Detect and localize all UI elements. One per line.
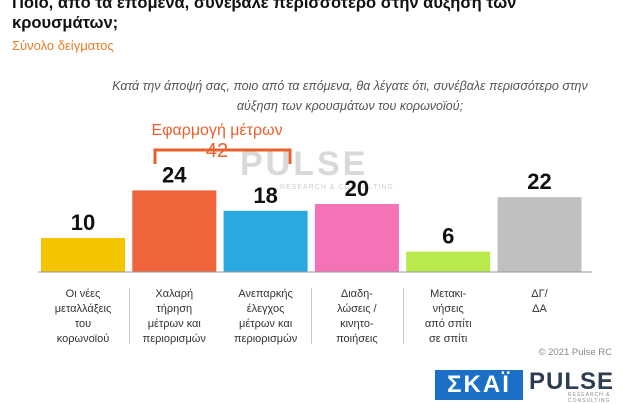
category-label-line: του — [74, 318, 92, 330]
category-label-line: μεταλλάξεις — [54, 303, 112, 315]
bar-5 — [406, 251, 491, 272]
category-label-line: Μετακι- — [430, 288, 467, 300]
category-label-line: ΔΓ/ — [531, 288, 548, 300]
bar-1 — [41, 238, 125, 272]
category-label-1: Οι νέες μεταλλάξεις του κορωνοϊού — [33, 287, 133, 347]
category-label-line: κινητο- — [340, 318, 374, 330]
category-label-4: Διαδη-λώσεις / κινητο-ποιήσεις — [307, 287, 407, 347]
category-label-line: ποιήσεις — [336, 333, 378, 345]
group-label: Εφαρμογή μέτρων — [151, 122, 283, 139]
bar-value-label-1: 10 — [71, 210, 95, 235]
category-label-line: Ανεπαρκής — [238, 288, 293, 300]
category-label-3: Ανεπαρκής έλεγχος μέτρων και περιορισμών — [216, 287, 316, 347]
category-label-line: μέτρων και — [239, 318, 293, 330]
survey-question: Κατά την άποψή σας, ποιο από τα επόμενα,… — [112, 79, 588, 113]
chart-subtitle: Σύνολο δείγματος — [12, 38, 114, 53]
category-label-line: Διαδη- — [340, 288, 373, 300]
bar-value-label-4: 20 — [345, 176, 369, 201]
category-label-line: περιορισμών — [233, 333, 298, 345]
category-label-line: τήρηση — [156, 303, 193, 315]
category-label-line: από σπίτι — [424, 318, 472, 330]
category-label-line: λώσεις / — [337, 303, 377, 315]
pulse-logo-tagline: RESEARCH & CONSULTING — [568, 392, 611, 404]
bar-2 — [132, 190, 217, 272]
group-value: 42 — [205, 140, 229, 162]
copyright: © 2021 Pulse RC — [538, 347, 612, 358]
category-separator — [402, 288, 404, 344]
chart-title: Ποιο, από τα επόμενα, συνέβαλε περισσότε… — [12, 0, 517, 32]
group-bracket — [153, 148, 292, 164]
category-label-line: ΔΑ — [532, 303, 547, 315]
bar-6 — [497, 197, 582, 272]
skai-logo: ΣΚΑΪ — [435, 370, 523, 400]
category-label-line: Οι νέες — [65, 288, 101, 300]
category-label-line: έλεγχος — [246, 303, 285, 315]
category-label-line: Χαλαρή — [155, 288, 194, 300]
category-label-6: ΔΓ/ΔΑ — [490, 287, 590, 317]
bar-value-label-5: 6 — [442, 224, 454, 249]
pulse-logo: PULSE — [529, 368, 615, 395]
bar-4 — [314, 204, 399, 272]
category-label-line: μέτρων και — [147, 318, 201, 330]
bar-value-label-3: 18 — [253, 183, 277, 208]
category-label-line: κορωνοϊού — [56, 333, 110, 345]
bar-value-label-2: 24 — [162, 162, 187, 187]
bar-3 — [223, 210, 308, 272]
category-label-5: Μετακι-νήσεις από σπίτι σε σπίτι — [398, 287, 498, 347]
bars-group: 10 24 18 20 6 22 — [41, 162, 582, 272]
category-label-line: νήσεις — [432, 303, 464, 315]
category-separator — [311, 288, 313, 344]
watermark-tagline: RESEARCH & CONSULTING — [280, 184, 394, 191]
bar-value-label-6: 22 — [527, 169, 551, 194]
category-separator — [128, 288, 130, 344]
category-label-line: σε σπίτι — [429, 333, 468, 345]
category-label-line: περιορισμών — [142, 333, 206, 345]
category-label-2: Χαλαρή τήρηση μέτρων και περιορισμών — [124, 287, 224, 347]
